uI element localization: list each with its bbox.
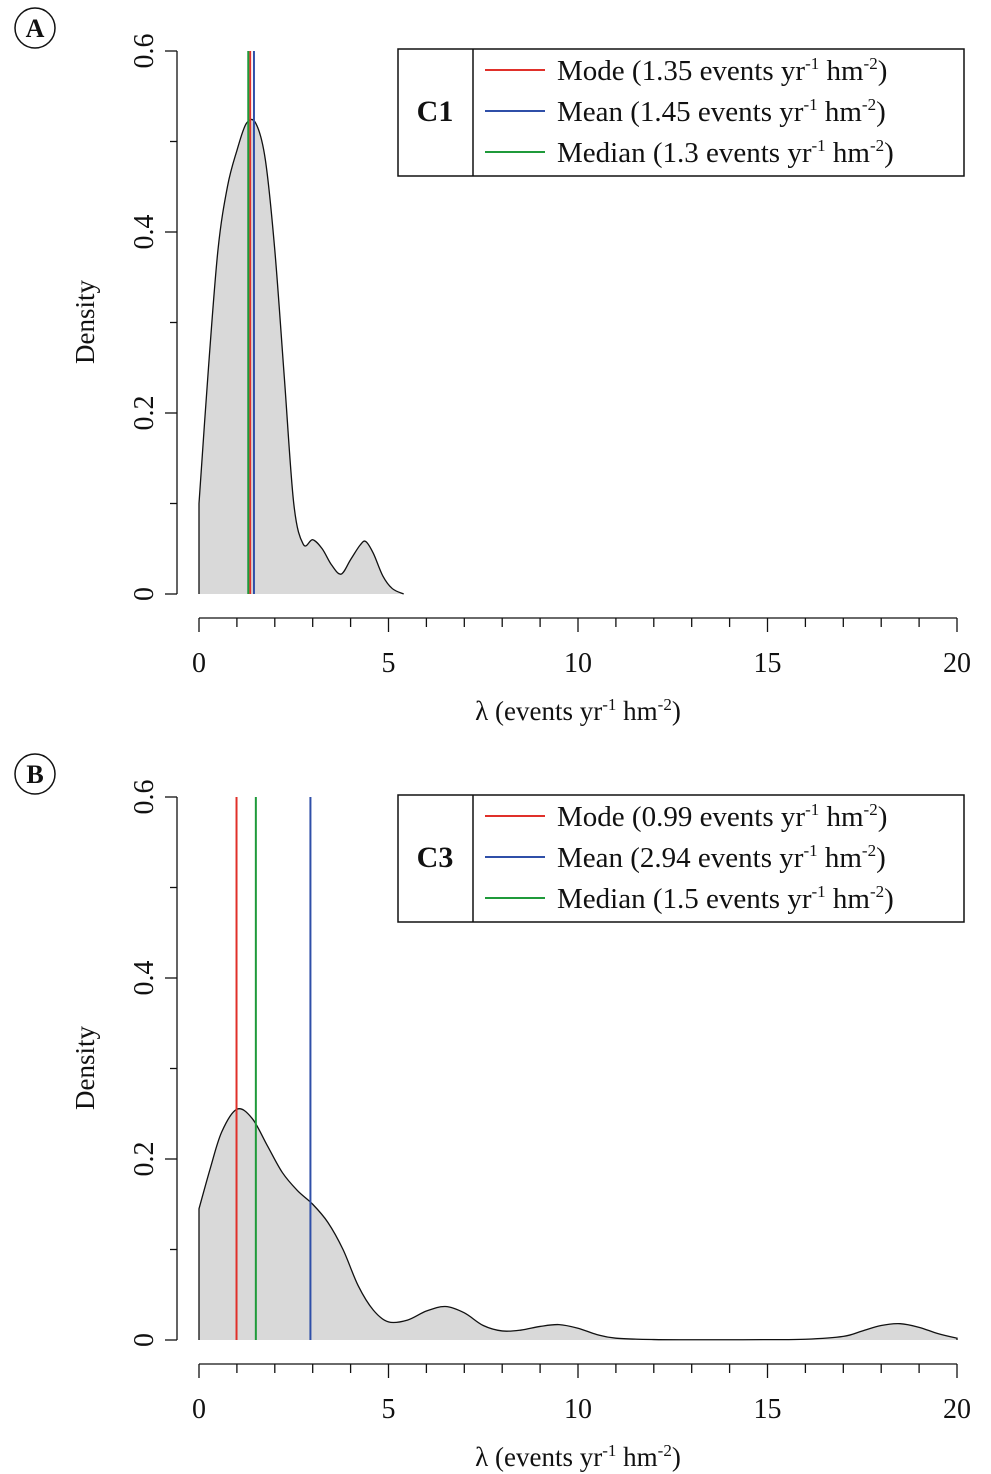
panel-letter-badge	[14, 7, 56, 49]
x-tick-label: 10	[564, 1394, 592, 1425]
y-axis-title: Density	[70, 1026, 100, 1110]
density-curve	[198, 118, 404, 595]
legend-label: Median (1.3 events yr-1 hm-2)	[557, 136, 894, 169]
x-tick-label: 0	[192, 1394, 206, 1425]
legend-label: Median (1.5 events yr-1 hm-2)	[557, 882, 894, 915]
x-tick-label: 20	[943, 1394, 971, 1425]
panel-letter: A	[26, 14, 45, 43]
x-tick-label: 20	[943, 648, 971, 679]
y-tick-label: 0.6	[129, 780, 160, 815]
panel-a: A Density 0 0.2 0.4 0.6 0 5 10 15 20 λ (events …	[14, 7, 971, 726]
y-tick-label: 0.6	[129, 34, 160, 69]
legend-tag: C3	[417, 841, 454, 874]
y-tick-label: 0	[129, 1333, 160, 1347]
panel-b: B Density 0 0.2 0.4 0.6 0 5 10 15 20 λ (events …	[14, 753, 971, 1472]
x-tick-label: 15	[754, 648, 782, 679]
legend-label: Mode (1.35 events yr-1 hm-2)	[557, 54, 887, 87]
legend-entries: Mode (0.99 events yr-1 hm-2) Mean (2.94 e…	[485, 800, 894, 915]
y-tick-label: 0	[129, 587, 160, 601]
y-minor-ticks	[170, 886, 177, 1251]
density-curve	[198, 1108, 958, 1341]
y-tick-label: 0.4	[129, 215, 160, 250]
x-axis-title: λ (events yr-1 hm-2)	[475, 1441, 681, 1472]
y-minor-ticks	[170, 140, 177, 505]
y-tick-label: 0.2	[129, 1142, 160, 1177]
x-tick-label: 5	[382, 1394, 396, 1425]
legend: C1 Mode (1.35 events yr-1 hm-2) Mean (1.4…	[397, 48, 965, 177]
legend-entries: Mode (1.35 events yr-1 hm-2) Mean (1.45 e…	[485, 54, 894, 169]
x-ticks: 0 5 10 15 20	[192, 1364, 971, 1425]
y-tick-label: 0.4	[129, 961, 160, 996]
legend-tag: C1	[417, 95, 454, 128]
legend-label: Mean (1.45 events yr-1 hm-2)	[557, 95, 886, 128]
y-tick-label: 0.2	[129, 396, 160, 431]
y-axis-title: Density	[70, 280, 100, 364]
y-ticks: 0 0.2 0.4 0.6	[129, 780, 177, 1347]
x-tick-label: 5	[382, 648, 396, 679]
legend: C3 Mode (0.99 events yr-1 hm-2) Mean (2.9…	[397, 794, 965, 923]
x-ticks: 0 5 10 15 20	[192, 618, 971, 679]
summary-lines	[247, 51, 255, 594]
x-tick-label: 15	[754, 1394, 782, 1425]
x-tick-label: 0	[192, 648, 206, 679]
summary-lines	[235, 797, 312, 1340]
legend-label: Mean (2.94 events yr-1 hm-2)	[557, 841, 886, 874]
panel-letter: B	[26, 760, 43, 789]
y-ticks: 0 0.2 0.4 0.6	[129, 34, 177, 601]
panel-letter-badge	[14, 753, 56, 795]
x-axis-title: λ (events yr-1 hm-2)	[475, 695, 681, 726]
legend-label: Mode (0.99 events yr-1 hm-2)	[557, 800, 887, 833]
x-tick-label: 10	[564, 648, 592, 679]
